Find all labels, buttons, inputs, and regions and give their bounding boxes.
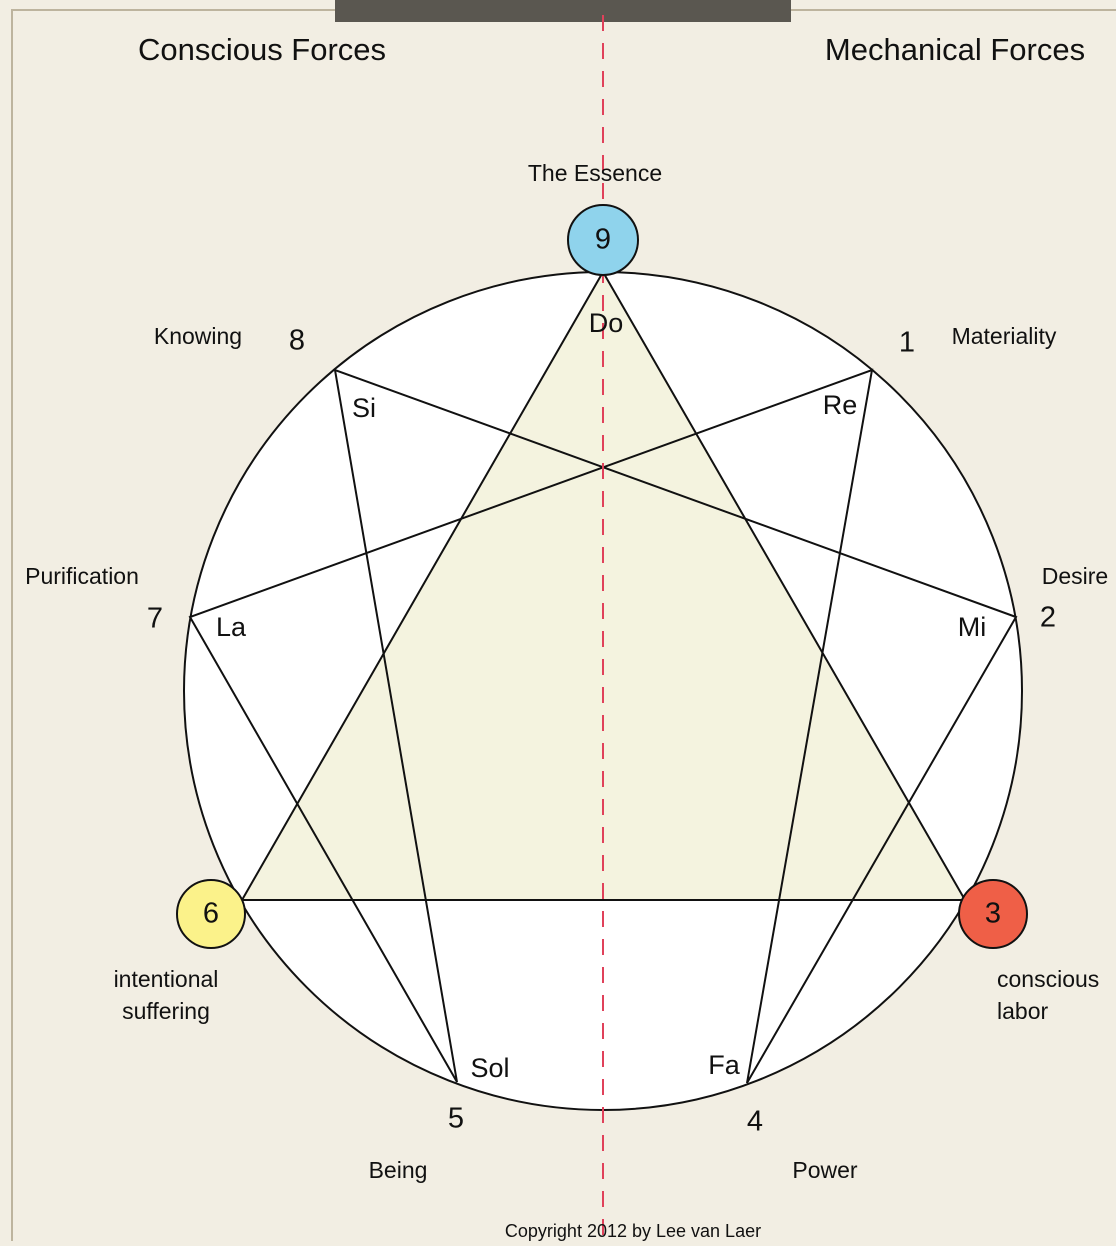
- label: Power: [792, 1157, 858, 1183]
- number: 7: [147, 603, 163, 635]
- note: La: [216, 612, 247, 642]
- note: Si: [352, 393, 376, 423]
- number: 4: [747, 1106, 763, 1138]
- label: conscious: [997, 966, 1099, 992]
- hexad: [188, 368, 1018, 1084]
- node-3-circle: [958, 879, 1028, 949]
- node-9-circle: [567, 204, 639, 276]
- number: 1: [899, 327, 915, 359]
- label: Knowing: [154, 323, 242, 349]
- number: 8: [289, 325, 305, 357]
- label: labor: [997, 998, 1048, 1024]
- heading-left: Conscious Forces: [138, 32, 386, 67]
- note: Mi: [958, 612, 987, 642]
- label: Purification: [25, 563, 139, 589]
- note: Sol: [470, 1053, 509, 1083]
- label: suffering: [122, 998, 210, 1024]
- heading-right: Mechanical Forces: [825, 32, 1085, 67]
- note: Do: [589, 308, 624, 338]
- node-6-circle: [176, 879, 246, 949]
- label: intentional: [114, 966, 219, 992]
- number: 6: [203, 898, 219, 930]
- copyright: Copyright 2012 by Lee van Laer: [505, 1221, 761, 1241]
- number: 9: [595, 224, 611, 256]
- number: 2: [1040, 602, 1056, 634]
- number: 5: [448, 1103, 464, 1135]
- label: Materiality: [952, 323, 1057, 349]
- note: Fa: [708, 1050, 740, 1080]
- label: Desire: [1042, 563, 1108, 589]
- photo-strip: [335, 0, 791, 22]
- label: The Essence: [528, 160, 662, 186]
- number: 3: [985, 898, 1001, 930]
- note: Re: [823, 390, 858, 420]
- label: Being: [369, 1157, 428, 1183]
